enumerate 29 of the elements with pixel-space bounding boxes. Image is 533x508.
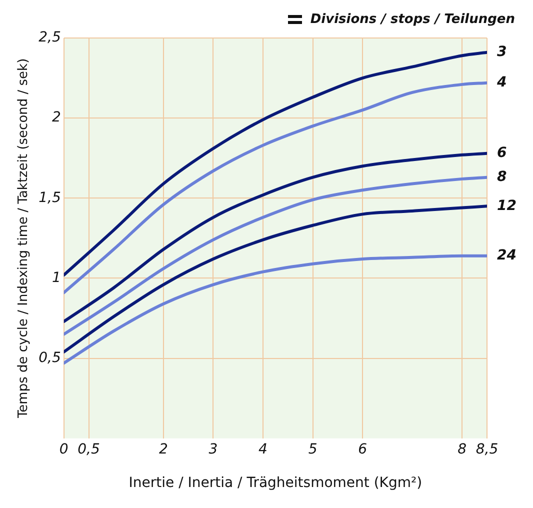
x-axis-title: Inertie / Inertia / Trägheitsmoment (Kgm²)	[128, 475, 422, 492]
x-tick-label: 3	[208, 441, 218, 458]
y-tick-label: 2	[52, 110, 61, 126]
legend-title: Divisions / stops / Teilungen	[310, 12, 515, 27]
line-series	[64, 152, 487, 323]
y-tick-label: 1,5	[38, 190, 61, 206]
x-tick-label: 0,5	[78, 441, 100, 458]
series-label: 4	[496, 74, 507, 90]
y-tick-label: 0,5	[38, 350, 61, 366]
series-label: 12	[497, 198, 516, 214]
line-series	[64, 50, 487, 277]
series-label: 6	[497, 144, 507, 161]
y-tick-label: 1	[52, 270, 61, 286]
x-tick-label: 0	[59, 441, 68, 458]
x-tick-label: 5	[308, 441, 318, 458]
series-label: 3	[497, 44, 507, 60]
line-series	[64, 176, 487, 336]
x-tick-label: 4	[258, 441, 268, 458]
x-tick-label: 8,5	[476, 441, 498, 458]
line-series	[64, 81, 487, 294]
series-label: 24	[497, 247, 516, 264]
y-tick-label: 2,5	[38, 30, 61, 46]
series-label: 8	[497, 168, 507, 185]
x-tick-label: 2	[158, 441, 168, 458]
x-tick-label: 6	[358, 441, 368, 458]
x-tick-label: 8	[458, 441, 467, 458]
line-series	[64, 204, 487, 354]
line-series	[64, 254, 487, 365]
y-axis-title: Temps de cycle / Indexing time / Taktzeit (second / sek)	[16, 58, 32, 420]
